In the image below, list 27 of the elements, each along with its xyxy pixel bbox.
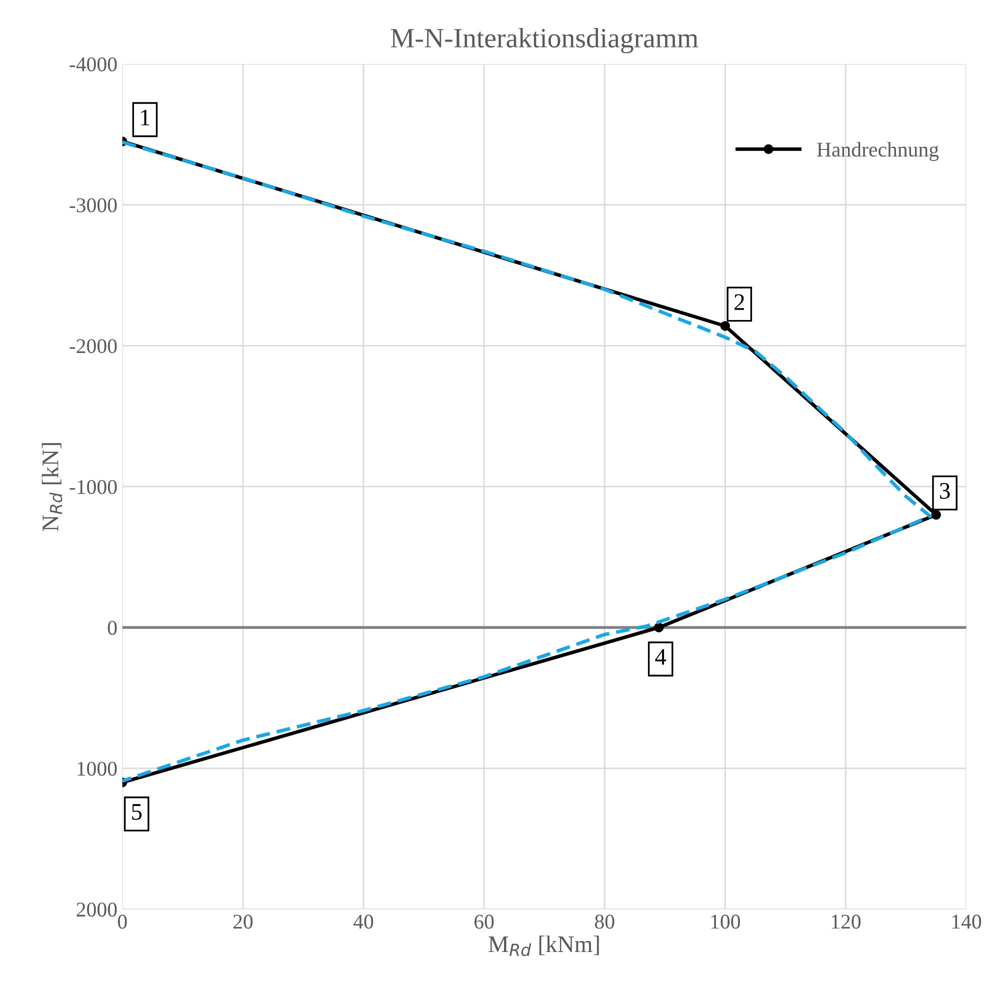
y-tick-label: -4000	[70, 57, 117, 72]
point	[654, 622, 664, 632]
x-tick-label: 60	[474, 914, 494, 929]
x-tick-label: 80	[594, 914, 614, 929]
y-tick-label: -2000	[70, 339, 117, 354]
y-tick-label: 0	[108, 620, 117, 635]
annotation: 5	[132, 804, 142, 820]
annotation: 3	[940, 482, 950, 499]
x-axis-title: M$_{Rd}$ [kNm]	[488, 936, 599, 956]
x-tick-label: 0	[118, 914, 127, 929]
x-tick-label: 40	[353, 914, 374, 929]
y-tick-label: -3000	[70, 198, 117, 212]
chart-title: M-N-Interaktionsdiagramm	[390, 28, 698, 54]
x-tick-label: 120	[832, 914, 861, 929]
legend-label: Handrechnung	[817, 142, 939, 161]
x-tick-label: 140	[952, 914, 982, 929]
point	[931, 510, 941, 520]
y-axis-title: N$_{Rd}$ [kN]	[42, 443, 62, 532]
annotation: 2	[734, 294, 744, 310]
x-tick-label: 100	[711, 914, 740, 929]
point	[720, 321, 730, 331]
y-tick-label: 1000	[78, 762, 117, 776]
annotation: 1	[141, 110, 150, 126]
x-tick-label: 20	[233, 914, 253, 929]
annotation: 4	[655, 649, 666, 665]
y-tick-label: -1000	[70, 480, 117, 494]
y-tick-label: 2000	[76, 902, 117, 917]
